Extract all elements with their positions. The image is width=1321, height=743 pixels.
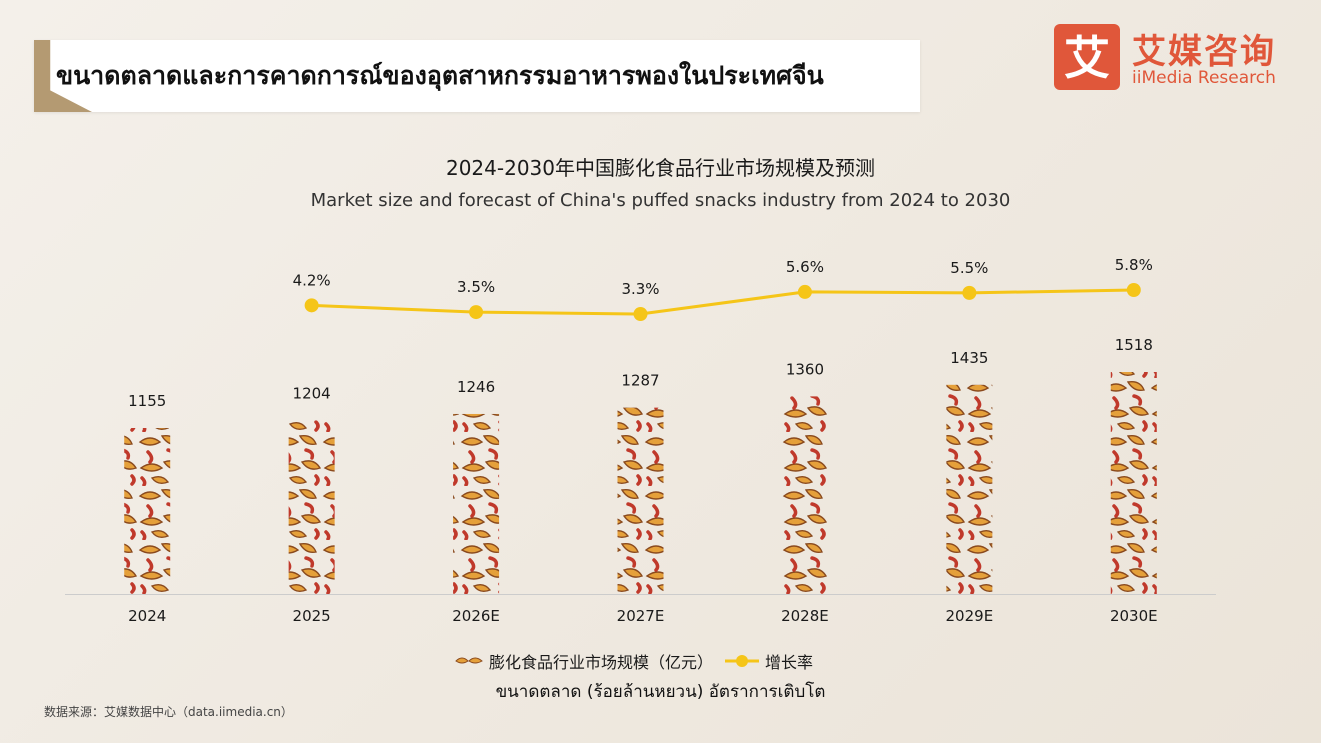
x-tick-label-2027E: 2027E [617, 607, 665, 625]
legend: 膨化食品行业市场规模（亿元） 增长率 [455, 649, 813, 673]
labels-layer: 1155 2024 1204 2025 1246 2026E 1287 2027E 1360 20… [128, 336, 1157, 625]
bar-2028E [781, 396, 828, 594]
legend-line-label: 增长率 [765, 653, 814, 672]
growth-point-2029E [962, 285, 977, 300]
source-note: 数据来源：艾媒数据中心（data.iimedia.cn） [44, 705, 293, 719]
iimedia-logo: 艾 艾媒咨询 iiMedia Research [1054, 24, 1294, 94]
x-tick-label-2026E: 2026E [452, 607, 500, 625]
bar-value-label-2026E: 1246 [457, 378, 495, 396]
bar-2024 [124, 428, 171, 594]
title-bar: ขนาดตลาดและการคาดการณ์ของอุตสาหกรรมอาหาร… [34, 40, 920, 112]
logo-chinese-name: 艾媒咨询 [1132, 32, 1276, 72]
bar-value-label-2029E: 1435 [950, 349, 988, 367]
bar-value-label-2024: 1155 [128, 392, 166, 410]
growth-line-layer: 4.2% 3.5% 3.3% 5.6% 5.5% 5.8% [293, 256, 1153, 321]
bar-2025 [288, 420, 335, 594]
bar-2026E [453, 413, 500, 594]
bar-value-label-2027E: 1287 [621, 372, 659, 390]
legend-line-swatch-icon [725, 655, 760, 667]
growth-line [311, 288, 1134, 316]
bar-2029E [946, 384, 993, 594]
growth-label-2029E: 5.5% [950, 259, 988, 277]
x-tick-label-2028E: 2028E [781, 607, 829, 625]
axis-note: ขนาดตลาด (ร้อยล้านหยวน) อัตราการเติบโต [495, 682, 826, 702]
x-tick-label-2025: 2025 [293, 607, 331, 625]
bar-value-label-2025: 1204 [293, 384, 331, 402]
x-tick-label-2029E: 2029E [946, 607, 994, 625]
x-tick-label-2030E: 2030E [1110, 607, 1158, 625]
growth-point-2030E [1126, 283, 1141, 297]
logo-english-name: iiMedia Research [1132, 68, 1276, 88]
svg-text:艾: 艾 [1064, 31, 1110, 85]
logo-mark-icon: 艾 [1054, 24, 1120, 90]
bar-2030E [1110, 372, 1157, 594]
bar-2027E [617, 407, 664, 594]
bar-value-label-2030E: 1518 [1115, 336, 1153, 354]
legend-bar-swatch-icon [455, 657, 483, 664]
growth-label-2028E: 5.6% [786, 258, 824, 276]
growth-point-2028E [797, 284, 812, 299]
legend-bar-label: 膨化食品行业市场规模（亿元） [489, 653, 714, 672]
growth-label-2030E: 5.8% [1115, 256, 1153, 274]
bar-value-label-2028E: 1360 [786, 360, 824, 378]
growth-point-2027E [633, 307, 648, 321]
growth-label-2025: 4.2% [293, 271, 331, 289]
bars-layer [124, 372, 1157, 594]
x-tick-label-2024: 2024 [128, 607, 166, 625]
chart-subtitle: Market size and forecast of China's puff… [310, 190, 1011, 211]
growth-label-2027E: 3.3% [621, 280, 659, 298]
chart-title: 2024-2030年中国膨化食品行业市场规模及预测 [445, 156, 875, 180]
page-title: ขนาดตลาดและการคาดการณ์ของอุตสาหกรรมอาหาร… [56, 61, 824, 90]
growth-label-2026E: 3.5% [457, 278, 495, 296]
growth-point-2025 [304, 298, 319, 313]
growth-point-2026E [469, 305, 484, 320]
